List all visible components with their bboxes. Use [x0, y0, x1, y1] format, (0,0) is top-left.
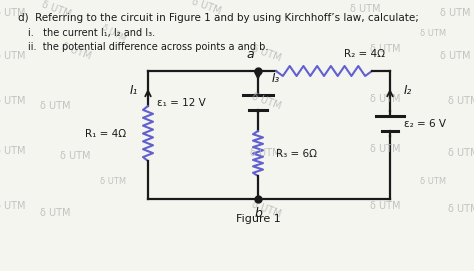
- Text: δ UTM: δ UTM: [370, 144, 401, 154]
- Text: I₂: I₂: [404, 85, 412, 98]
- Text: ε₂ = 6 V: ε₂ = 6 V: [404, 119, 446, 129]
- Text: δ UTM: δ UTM: [60, 41, 92, 61]
- Text: δ UTM: δ UTM: [440, 51, 471, 61]
- Text: ε₁ = 12 V: ε₁ = 12 V: [157, 98, 206, 108]
- Text: R₃ = 6Ω: R₃ = 6Ω: [276, 149, 317, 159]
- Text: δ UTM: δ UTM: [0, 201, 26, 211]
- Text: δ UTM: δ UTM: [40, 0, 72, 19]
- Text: δ UTM: δ UTM: [350, 4, 381, 14]
- Text: δ UTM: δ UTM: [0, 51, 26, 61]
- Text: δ UTM: δ UTM: [420, 176, 446, 186]
- Text: δ UTM: δ UTM: [0, 8, 26, 18]
- Text: δ UTM: δ UTM: [190, 0, 222, 16]
- Text: δ UTM: δ UTM: [370, 94, 401, 104]
- Text: δ UTM: δ UTM: [420, 28, 446, 37]
- Text: R₂ = 4Ω: R₂ = 4Ω: [344, 49, 385, 59]
- Text: δ UTM: δ UTM: [370, 201, 401, 211]
- Text: δ UTM: δ UTM: [250, 43, 282, 63]
- Text: δ UTM: δ UTM: [250, 148, 281, 158]
- Text: I₁: I₁: [130, 85, 138, 98]
- Text: δ UTM: δ UTM: [448, 96, 474, 106]
- Text: I₃: I₃: [272, 72, 280, 85]
- Text: Figure 1: Figure 1: [236, 214, 281, 224]
- Text: d)  Referring to the circuit in Figure 1 and by using Kirchhoff’s law, calculate: d) Referring to the circuit in Figure 1 …: [18, 13, 419, 23]
- Text: δ UTM: δ UTM: [370, 44, 401, 54]
- Text: ii.  the potential difference across points a and b.: ii. the potential difference across poin…: [28, 42, 268, 52]
- Text: b: b: [254, 207, 262, 220]
- Text: δ UTM: δ UTM: [40, 101, 71, 111]
- Text: δ UTM: δ UTM: [440, 8, 471, 18]
- Text: δ UTM: δ UTM: [40, 208, 71, 218]
- Text: δ UTM: δ UTM: [0, 96, 26, 106]
- Text: δ UTM: δ UTM: [100, 176, 126, 186]
- Text: δ UTM: δ UTM: [448, 148, 474, 158]
- Text: δ UTM: δ UTM: [0, 146, 26, 156]
- Text: δ UTM: δ UTM: [448, 204, 474, 214]
- Text: δ UTM: δ UTM: [250, 199, 282, 219]
- Text: i.   the current I₁, I₂ and I₃.: i. the current I₁, I₂ and I₃.: [28, 28, 155, 38]
- Text: δ UTM: δ UTM: [60, 151, 91, 161]
- Text: δ UTM: δ UTM: [100, 22, 127, 43]
- Text: R₁ = 4Ω: R₁ = 4Ω: [85, 129, 127, 139]
- Text: a: a: [246, 48, 254, 61]
- Text: δ UTM: δ UTM: [250, 91, 282, 111]
